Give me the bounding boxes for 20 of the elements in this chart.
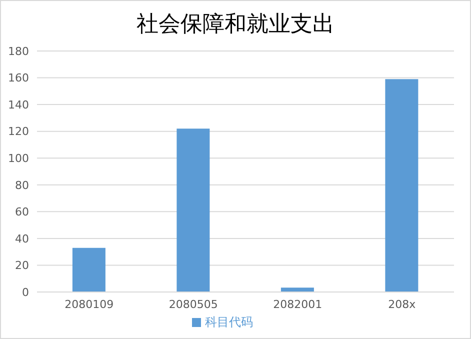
y-tick-label: 100 bbox=[8, 152, 29, 166]
legend-label: 科目代码 bbox=[205, 315, 253, 329]
y-tick-label: 40 bbox=[15, 232, 29, 246]
y-tick-label: 160 bbox=[8, 72, 29, 85]
y-tick-label: 80 bbox=[15, 178, 29, 192]
y-tick-label: 0 bbox=[22, 286, 29, 299]
x-tick-label: 2080505 bbox=[168, 298, 218, 311]
bar bbox=[176, 128, 210, 292]
y-tick-label: 120 bbox=[8, 125, 29, 138]
y-tick-label: 60 bbox=[15, 206, 29, 219]
bar bbox=[385, 79, 418, 292]
chart-title: 社会保障和就业支出 bbox=[136, 11, 336, 39]
x-tick-label: 208x bbox=[388, 298, 416, 311]
y-tick-label: 20 bbox=[15, 259, 29, 272]
x-tick-label: 2080109 bbox=[64, 298, 114, 311]
y-tick-label: 140 bbox=[8, 98, 29, 112]
bar bbox=[72, 248, 106, 292]
x-tick-label: 2082001 bbox=[273, 298, 322, 311]
y-tick-label: 180 bbox=[8, 44, 29, 58]
bar bbox=[280, 288, 314, 292]
